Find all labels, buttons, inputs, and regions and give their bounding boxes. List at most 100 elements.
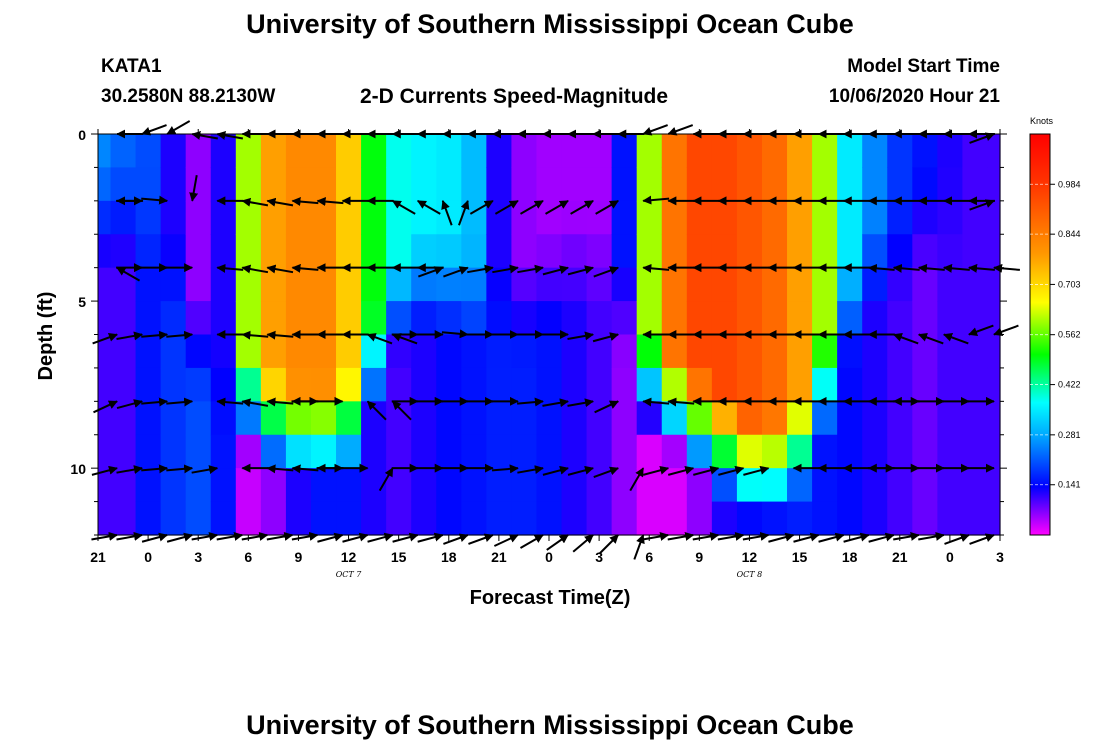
- heatmap-cell: [210, 234, 237, 269]
- current-vector: [166, 532, 194, 543]
- heatmap-cell: [210, 468, 237, 503]
- heatmap-cell: [361, 234, 387, 269]
- heatmap-cell: [912, 200, 938, 235]
- heatmap-cell: [736, 434, 763, 469]
- x-axis-ticks: 21 0 3 6 9 12 15 18 21 0 3 6 9 12 15 18 21 0 3 OCT 7 OCT 8: [90, 129, 1004, 579]
- heatmap-cell: [210, 200, 237, 235]
- heatmap-cell: [962, 134, 989, 169]
- heatmap-cell: [310, 267, 337, 302]
- heatmap-cell: [536, 434, 563, 469]
- heatmap-cell: [561, 401, 588, 436]
- heatmap-cell: [160, 367, 187, 402]
- heatmap-cell: [787, 200, 813, 235]
- heatmap-cell: [210, 501, 237, 536]
- heatmap-cell: [98, 434, 112, 469]
- model-start-value: 10/06/2020 Hour 21: [828, 86, 1000, 107]
- heatmap-cell: [812, 367, 838, 402]
- heatmap-cell: [661, 334, 688, 369]
- heatmap-cell: [185, 167, 212, 202]
- heatmap-cell: [536, 301, 563, 336]
- heatmap-cell: [361, 501, 387, 536]
- heatmap-cell: [987, 234, 1001, 269]
- heatmap-cell: [310, 468, 337, 503]
- heatmap-cell: [862, 468, 888, 503]
- heatmap-cell: [912, 234, 938, 269]
- current-vector: [342, 532, 369, 543]
- current-vector: [91, 531, 118, 541]
- heatmap-cell: [736, 301, 763, 336]
- heatmap-cell: [987, 501, 1001, 536]
- colorbar-tick-label: 0.703: [1058, 279, 1081, 289]
- heatmap-cell: [511, 468, 538, 503]
- heatmap-cell: [686, 267, 713, 302]
- current-vector: [166, 120, 191, 135]
- heatmap-cell: [235, 334, 262, 369]
- heatmap-cell: [461, 334, 487, 369]
- heatmap-cell: [787, 434, 813, 469]
- current-vector: [391, 400, 412, 421]
- heatmap-cell: [937, 401, 964, 436]
- heatmap-cell: [336, 134, 362, 169]
- colorbar-tick-label: 0.422: [1058, 380, 1081, 390]
- current-vector: [969, 132, 995, 144]
- current-vector: [642, 124, 668, 136]
- heatmap-cell: [812, 468, 838, 503]
- current-vector: [517, 397, 544, 407]
- heatmap-cell: [461, 434, 487, 469]
- heatmap-cell: [636, 267, 663, 302]
- heatmap-cell: [185, 434, 212, 469]
- heatmap-cell: [862, 200, 888, 235]
- current-vector: [468, 533, 494, 545]
- heatmap-cell: [887, 134, 913, 169]
- x-tick-label: 6: [244, 549, 252, 565]
- current-vector: [567, 465, 594, 476]
- current-vector: [378, 467, 394, 492]
- heatmap-cell: [511, 501, 538, 536]
- heatmap-cell: [98, 367, 112, 402]
- heatmap-cell: [711, 200, 738, 235]
- current-vector: [593, 266, 620, 278]
- heatmap-cell: [711, 501, 738, 536]
- heatmap-cell: [411, 334, 437, 369]
- heatmap-cell: [812, 234, 838, 269]
- heatmap-cell: [661, 401, 688, 436]
- current-vector: [793, 532, 820, 543]
- heatmap-cell: [636, 167, 663, 202]
- current-vector: [567, 265, 594, 276]
- heatmap-cell: [110, 167, 137, 202]
- heatmap-cell: [686, 367, 713, 402]
- heatmap-cell: [561, 301, 588, 336]
- current-vector: [491, 464, 519, 474]
- heatmap-cell: [310, 234, 337, 269]
- current-vector: [216, 263, 244, 273]
- heatmap-cell: [636, 200, 663, 235]
- heatmap-cell: [912, 501, 938, 536]
- heatmap-cell: [411, 401, 437, 436]
- y-axis-label: Depth (ft): [35, 292, 57, 381]
- heatmap-cell: [686, 234, 713, 269]
- current-vector: [944, 533, 970, 545]
- current-vector: [942, 263, 970, 273]
- heatmap-cell: [386, 200, 412, 235]
- heatmap-cell: [98, 468, 112, 503]
- heatmap-cell: [937, 468, 964, 503]
- heatmap-cell: [260, 200, 287, 235]
- heatmap-cell: [586, 434, 613, 469]
- current-vector: [316, 197, 344, 207]
- heatmap-cell: [411, 267, 437, 302]
- current-vector: [892, 333, 919, 345]
- heatmap-cell: [260, 234, 287, 269]
- heatmap-cell: [98, 200, 112, 235]
- colorbar-unit: Knots: [1030, 116, 1054, 126]
- heatmap-cell: [962, 501, 989, 536]
- current-vector: [969, 533, 995, 545]
- heatmap-cell: [210, 267, 237, 302]
- heatmap-cell: [536, 367, 563, 402]
- current-vector: [633, 534, 645, 560]
- heatmap-cell: [636, 334, 663, 369]
- heatmap-cell: [210, 434, 237, 469]
- current-vector: [917, 333, 944, 345]
- heatmap-cell: [912, 301, 938, 336]
- heatmap-cell: [611, 434, 638, 469]
- current-vector: [241, 197, 269, 207]
